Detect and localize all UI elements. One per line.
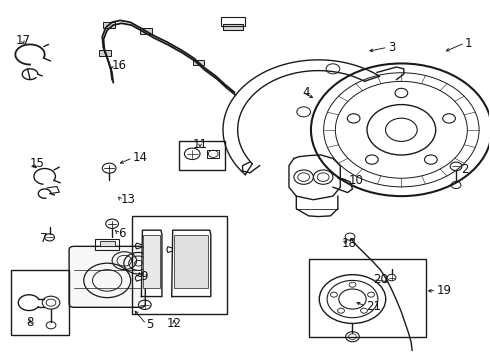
Text: 16: 16 [112, 59, 127, 72]
Text: 19: 19 [437, 284, 452, 297]
Bar [179, 140, 225, 170]
Bar [223, 24, 243, 30]
Bar [99, 50, 111, 55]
Bar [143, 234, 160, 288]
Text: 10: 10 [348, 174, 364, 186]
Bar [95, 239, 120, 250]
Text: 1: 1 [465, 36, 472, 50]
Bar [140, 28, 152, 34]
FancyBboxPatch shape [69, 246, 146, 307]
Text: 9: 9 [140, 270, 147, 283]
Text: 2: 2 [461, 163, 468, 176]
Text: 7: 7 [40, 231, 47, 244]
Text: 15: 15 [30, 157, 45, 170]
Text: 14: 14 [133, 151, 147, 164]
Text: 13: 13 [121, 193, 136, 206]
Text: 3: 3 [388, 41, 395, 54]
Bar [193, 60, 204, 66]
Bar [174, 234, 208, 288]
Text: 21: 21 [366, 300, 381, 313]
Text: 12: 12 [167, 317, 182, 330]
Text: 18: 18 [342, 237, 357, 250]
Text: 17: 17 [15, 34, 30, 48]
Text: 11: 11 [193, 138, 208, 151]
Bar [100, 241, 115, 246]
Bar [103, 22, 115, 28]
Text: 6: 6 [118, 226, 125, 239]
Bar [207, 150, 219, 158]
Text: 4: 4 [303, 86, 310, 99]
Text: 8: 8 [26, 316, 34, 329]
Bar [132, 216, 227, 315]
Bar [309, 259, 426, 337]
Bar [220, 17, 245, 26]
Bar [11, 270, 69, 335]
Text: 5: 5 [147, 318, 154, 331]
Text: 20: 20 [373, 273, 388, 286]
